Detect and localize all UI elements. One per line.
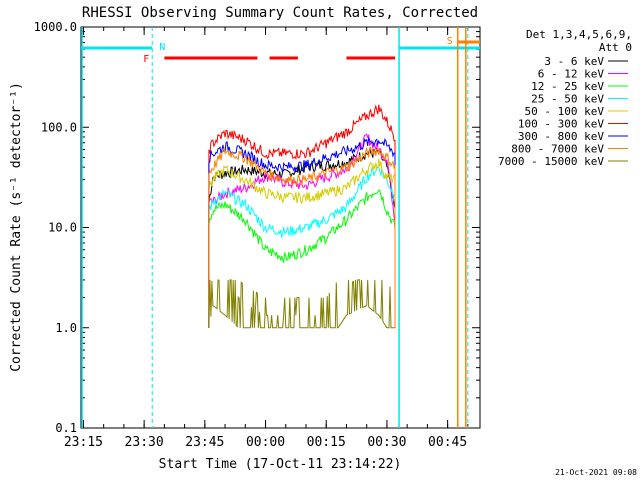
y-tick-label: 1000.0 <box>34 20 77 34</box>
legend-label: 25 - 50 keV <box>531 93 604 106</box>
x-tick-label: 00:45 <box>428 435 467 450</box>
legend-label: 12 - 25 keV <box>531 80 604 93</box>
legend-label: 50 - 100 keV <box>525 105 605 118</box>
y-tick-label: 10.0 <box>48 221 77 235</box>
legend-label: 800 - 7000 keV <box>511 143 604 156</box>
x-axis-label: Start Time (17-Oct-11 23:14:22) <box>159 457 402 472</box>
y-tick-label: 1.0 <box>55 321 77 335</box>
series-lines <box>208 104 396 329</box>
legend-label: 100 - 300 keV <box>518 118 604 131</box>
series-line-300-800- <box>208 137 396 328</box>
detector-info-line-1: Det 1,3,4,5,6,9, <box>526 28 632 41</box>
series-line-12-25- <box>208 189 396 328</box>
x-tick-label: 00:15 <box>307 435 346 450</box>
legend-label: 3 - 6 keV <box>544 55 604 68</box>
x-tick-label: 23:45 <box>185 435 224 450</box>
x-tick-label: 00:00 <box>246 435 285 450</box>
footer-date: 21-Oct-2021 09:08 <box>555 468 637 477</box>
f-flag-label: F <box>143 54 149 65</box>
legend-label: 300 - 800 keV <box>518 130 604 143</box>
axes: 0.1 1.0 10.0 100.0 1000.0 23:15 23:30 23:45 00:0… <box>34 20 481 450</box>
x-tick-label: 23:15 <box>64 435 103 450</box>
x-tick-label: 23:30 <box>125 435 164 450</box>
n-flag-label: N <box>159 42 165 53</box>
series-line-100-300- <box>208 104 396 328</box>
series-line-7000-15000- <box>208 279 395 329</box>
y-tick-label: 0.1 <box>55 421 77 435</box>
chart-title: RHESSI Observing Summary Count Rates, Co… <box>82 5 478 21</box>
series-line-50-100- <box>208 158 396 328</box>
series-line-800-7000- <box>208 146 396 328</box>
x-tick-label: 00:30 <box>367 435 406 450</box>
s-flag-label: S <box>447 36 453 47</box>
plot-frame <box>80 26 481 429</box>
detector-info-line-2: Att 0 <box>599 41 632 54</box>
series-line-25-50- <box>208 166 396 328</box>
legend-label: 7000 - 15000 keV <box>498 155 604 168</box>
time-markers: N S F <box>81 27 480 428</box>
y-tick-label: 100.0 <box>41 120 77 134</box>
y-axis-label: Corrected Count Rate (s⁻¹ detector⁻¹) <box>9 82 24 372</box>
legend-label: 6 - 12 keV <box>538 68 605 81</box>
